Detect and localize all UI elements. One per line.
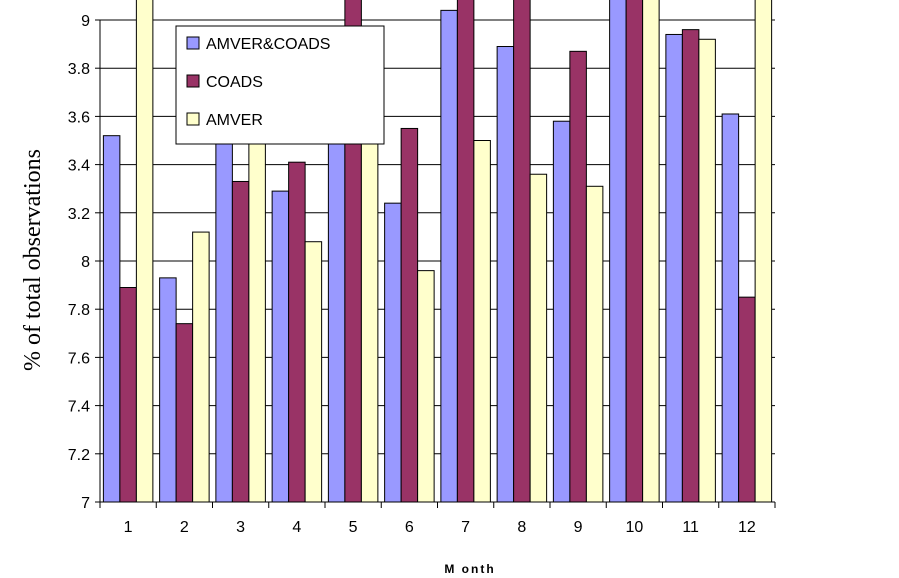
bar-amver-9	[585, 185, 604, 503]
x-tick-label: 8	[517, 519, 526, 536]
bar-coads-9	[569, 50, 587, 503]
y-tick-label: 9	[81, 13, 90, 30]
bar-amver-10	[642, 0, 660, 503]
x-tick-labels: 1 2 3 4 5 6 7 8 9 10 11 12	[99, 502, 776, 536]
x-tick-label: 9	[574, 519, 583, 536]
bar-coads-8	[513, 0, 531, 503]
bar-amver-coads-3	[215, 120, 233, 503]
legend-swatch	[186, 112, 200, 126]
bar-coads-4	[288, 161, 306, 503]
bar-amver-coads-8	[496, 46, 515, 503]
bar-amver-coads-12	[721, 113, 740, 503]
x-tick-label: 12	[738, 519, 756, 536]
bar-coads-2	[175, 323, 194, 503]
bar-amver-coads-2	[159, 277, 177, 503]
legend-label: AMVER&COADS	[206, 36, 330, 53]
y-tick-labels: 7 7.2 7.4 7.6 7.8 8 3.2 3.4 3.6 3.8 9	[68, 13, 90, 512]
legend-swatch	[186, 36, 200, 50]
x-tick-label: 7	[461, 519, 470, 536]
y-axis-label: % of total observations	[20, 149, 46, 371]
bar-coads-10	[625, 0, 644, 503]
x-axis-label: M onth	[444, 562, 495, 576]
bar-coads-11	[681, 29, 700, 503]
bar-amver-7	[473, 140, 491, 503]
y-tick-label: 7.8	[68, 302, 90, 319]
x-tick-label: 5	[349, 519, 358, 536]
bar-amver-6	[417, 270, 435, 503]
bar-amver-coads-4	[271, 190, 290, 503]
y-tick-label: 7.6	[68, 350, 90, 367]
bar-amver-11	[698, 38, 716, 503]
bar-coads-1	[119, 287, 137, 503]
y-tick-label: 3.8	[68, 61, 90, 78]
bar-coads-6	[400, 127, 419, 503]
legend-label: COADS	[206, 74, 263, 91]
x-tick-label: 10	[625, 519, 643, 536]
bar-coads-7	[456, 0, 475, 503]
legend-box	[175, 25, 385, 145]
y-tick-label: 7	[81, 495, 90, 512]
x-tick-label: 1	[124, 519, 133, 536]
bar-amver-coads-11	[665, 33, 683, 503]
bar-amver-coads-9	[552, 120, 571, 503]
bar-amver-8	[529, 173, 548, 503]
y-tick-label: 8	[81, 254, 90, 271]
legend-swatch	[186, 74, 200, 88]
bar-amver-coads-6	[384, 202, 402, 503]
bar-coads-12	[738, 296, 756, 503]
bar-amver-1	[135, 0, 154, 503]
x-tick-label: 11	[682, 519, 699, 536]
legend-label: AMVER	[206, 112, 263, 129]
bar-amver-coads-1	[102, 135, 121, 503]
x-tick-label: 4	[292, 519, 301, 536]
bar-amver-12	[754, 0, 773, 503]
y-tick-label: 7.2	[68, 447, 90, 464]
bar-coads-3	[231, 180, 250, 503]
bar-amver-2	[192, 231, 210, 503]
bar-amver-coads-10	[609, 0, 627, 503]
y-tick-label: 3.6	[68, 109, 90, 126]
y-tick-label: 7.4	[68, 399, 90, 416]
y-tick-label: 3.4	[68, 158, 90, 175]
y-tick-label: 3.2	[68, 206, 90, 223]
legend: AMVER&COADS COADS AMVER	[175, 25, 385, 145]
gridlines	[95, 19, 775, 503]
x-tick-label: 2	[180, 519, 189, 536]
x-tick-label: 3	[236, 519, 245, 536]
bar-amver-5	[360, 120, 379, 503]
x-tick-label: 6	[405, 519, 414, 536]
bar-amver-4	[304, 241, 323, 503]
bar-amver-coads-7	[440, 9, 458, 503]
